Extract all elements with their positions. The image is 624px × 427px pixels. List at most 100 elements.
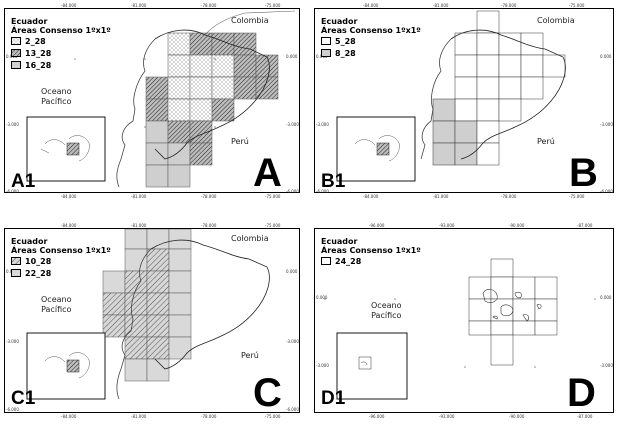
legend-subtitle: Áreas Consenso 1ºx1º — [321, 26, 421, 35]
map-panel-b: -84.000 -81.000 -78.000 -75.000 -84.000 … — [314, 3, 614, 199]
top-tick: -75.000 — [265, 3, 281, 8]
legend-item: 8_28 — [321, 47, 421, 59]
ocean-label: Oceano Pacífico — [41, 87, 72, 106]
top-tick: -81.000 — [433, 3, 449, 8]
right-tick: 0.000 — [600, 295, 612, 300]
grid-cells — [145, 32, 279, 188]
swatch-white — [321, 257, 331, 265]
map-legend: Ecuador Áreas Consenso 1ºx1º 2_28 13_28 … — [11, 17, 111, 71]
right-tick: 0.000 — [286, 269, 298, 274]
right-tick: 0.000 — [600, 54, 612, 59]
grid-cells — [432, 10, 566, 166]
legend-title: Ecuador — [321, 17, 358, 26]
top-tick: -81.000 — [131, 3, 147, 8]
top-tick: -84.000 — [363, 3, 379, 8]
ecuador-border — [150, 239, 270, 370]
bottom-tick: -75.000 — [569, 194, 585, 199]
grid-cells — [468, 258, 558, 366]
top-tick: -90.000 — [509, 223, 525, 228]
right-tick: -6.000 — [600, 189, 613, 194]
map-canvas — [324, 258, 596, 400]
bottom-tick: -75.000 — [265, 414, 281, 419]
panel-letter: C — [253, 371, 282, 415]
map-panel-a: -84.000 -81.000 -78.000 -75.000 -84.000 … — [4, 3, 300, 199]
bottom-tick: -87.000 — [577, 414, 593, 419]
ecuador-border — [450, 29, 566, 160]
inset-label: D1 — [321, 388, 346, 409]
swatch-white — [321, 37, 331, 45]
top-tick: -96.000 — [369, 223, 385, 228]
legend-subtitle: Áreas Consenso 1ºx1º — [11, 26, 111, 35]
legend-item: 2_28 — [11, 35, 111, 47]
right-tick: -3.000 — [286, 122, 299, 127]
top-tick: -93.000 — [439, 223, 455, 228]
left-tick: -6.000 — [316, 189, 329, 194]
left-tick: -6.000 — [6, 407, 19, 412]
top-tick: -78.000 — [501, 3, 517, 8]
map-legend: Ecuador Áreas Consenso 1ºx1º 10_28 22_28 — [11, 237, 111, 279]
bottom-tick: -81.000 — [131, 414, 147, 419]
panel-letter: A — [253, 151, 282, 195]
map-canvas — [26, 229, 270, 400]
top-tick: -75.000 — [265, 223, 281, 228]
right-tick: -6.000 — [286, 407, 299, 412]
right-tick: -3.000 — [600, 363, 613, 368]
ocean-label: Oceano Pacífico — [41, 295, 72, 314]
inset-label: C1 — [11, 388, 36, 409]
country-label-north: Colombia — [231, 234, 269, 243]
map-canvas — [26, 10, 296, 188]
right-tick: 0.000 — [286, 54, 298, 59]
legend-title: Ecuador — [11, 17, 48, 26]
country-label-south: Perú — [241, 351, 259, 360]
panel-letter: B — [569, 151, 598, 195]
inset-map — [336, 116, 416, 182]
swatch-gray — [11, 61, 21, 69]
inset-label: B1 — [321, 171, 346, 192]
country-label-south: Perú — [537, 137, 555, 146]
swatch-hatch — [11, 49, 21, 57]
colombia-border — [204, 10, 296, 36]
country-label-south: Perú — [231, 137, 249, 146]
bottom-tick: -78.000 — [501, 194, 517, 199]
map-panel-d: -96.000 -93.000 -90.000 -87.000 -96.000 … — [314, 223, 614, 419]
right-tick: -3.000 — [600, 122, 613, 127]
right-tick: -3.000 — [286, 339, 299, 344]
legend-item: 5_28 — [321, 35, 421, 47]
map-legend: Ecuador Áreas Consenso 1ºx1º 24_28 — [321, 237, 421, 267]
legend-subtitle: Áreas Consenso 1ºx1º — [11, 246, 111, 255]
coastline — [116, 248, 152, 400]
top-tick: -87.000 — [577, 223, 593, 228]
left-tick: -3.000 — [316, 363, 329, 368]
top-tick: -84.000 — [61, 223, 77, 228]
legend-title: Ecuador — [321, 237, 358, 246]
bottom-tick: -84.000 — [363, 194, 379, 199]
swatch-gray — [11, 269, 21, 277]
bottom-tick: -75.000 — [265, 194, 281, 199]
legend-item: 16_28 — [11, 59, 111, 71]
swatch-dots — [11, 37, 21, 45]
country-label-north: Colombia — [231, 16, 269, 25]
inset-map — [26, 332, 106, 400]
right-tick: -6.000 — [286, 189, 299, 194]
grid-cells — [102, 229, 192, 382]
map-canvas — [336, 10, 566, 182]
legend-subtitle: Áreas Consenso 1ºx1º — [321, 246, 421, 255]
top-tick: -78.000 — [201, 3, 217, 8]
map-legend: Ecuador Áreas Consenso 1ºx1º 5_28 8_28 — [321, 17, 421, 59]
top-tick: -81.000 — [131, 223, 147, 228]
bottom-tick: -81.000 — [433, 194, 449, 199]
bottom-tick: -81.000 — [131, 194, 147, 199]
swatch-hatch — [11, 257, 21, 265]
bottom-tick: -90.000 — [509, 414, 525, 419]
left-tick: -3.000 — [6, 122, 19, 127]
left-tick: 0.000 — [316, 295, 328, 300]
legend-title: Ecuador — [11, 237, 48, 246]
swatch-gray — [321, 49, 331, 57]
left-tick: -3.000 — [316, 122, 329, 127]
map-panel-c: -84.000 -81.000 -78.000 -75.000 -84.000 … — [4, 223, 300, 419]
legend-item: 24_28 — [321, 255, 421, 267]
inset-map — [336, 332, 408, 400]
country-label-north: Colombia — [537, 16, 575, 25]
galapagos-islands — [482, 289, 542, 322]
left-tick: -6.000 — [6, 189, 19, 194]
